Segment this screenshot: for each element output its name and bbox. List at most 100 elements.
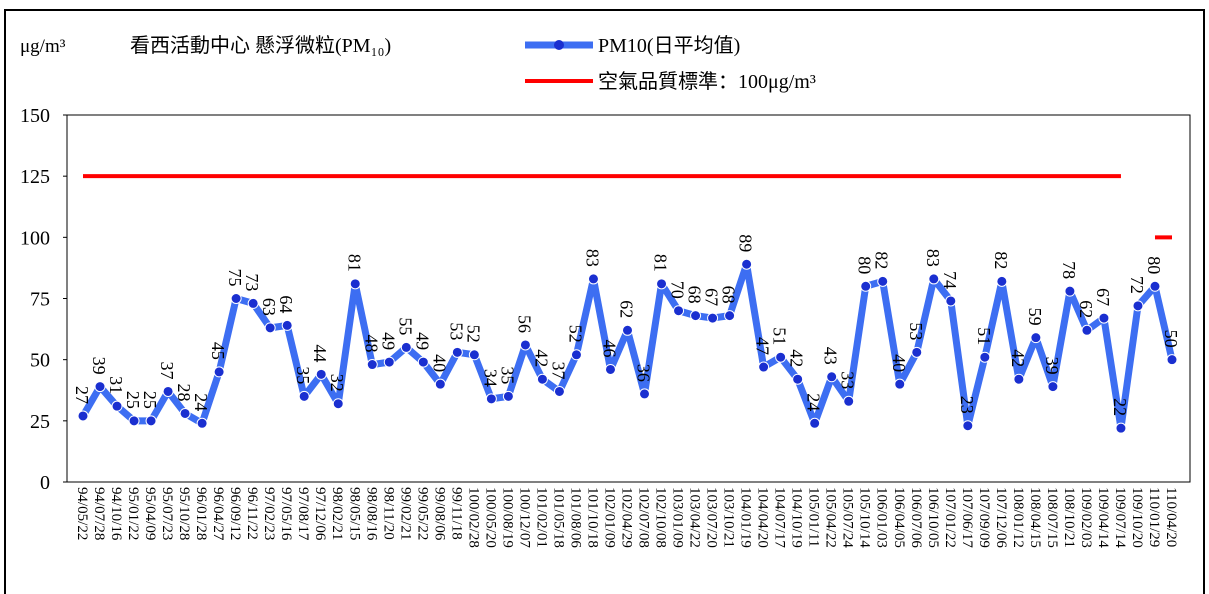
data-label: 43: [821, 347, 841, 365]
point: [945, 295, 957, 307]
x-tick-label: 109/07/14: [1112, 487, 1128, 548]
point: [775, 351, 787, 363]
x-tick-label: 106/04/05: [891, 487, 907, 548]
point: [536, 373, 548, 385]
legend-label: PM10(日平均值): [598, 34, 740, 57]
x-tick-label: 110/01/29: [1146, 487, 1162, 547]
data-label: 31: [106, 376, 126, 394]
x-tick-label: 96/11/22: [244, 487, 260, 540]
data-label: 89: [736, 234, 756, 252]
data-label: 24: [191, 393, 211, 411]
data-label: 80: [1144, 256, 1164, 274]
x-tick-label: 105/10/14: [857, 487, 873, 548]
point: [928, 273, 940, 285]
point: [673, 305, 685, 317]
data-label: 51: [974, 327, 994, 345]
x-tick-label: 98/02/21: [329, 487, 345, 540]
data-label: 22: [1110, 398, 1130, 416]
x-tick-label: 96/04/27: [210, 487, 226, 541]
x-tick-label: 95/01/22: [125, 487, 141, 540]
data-label: 44: [310, 344, 330, 362]
x-tick-label: 107/09/09: [976, 487, 992, 548]
x-tick-label: 100/05/20: [482, 487, 498, 548]
legend-marker: [554, 40, 564, 50]
data-label: 81: [651, 254, 671, 272]
point: [451, 346, 463, 358]
data-label: 83: [923, 249, 943, 267]
data-label: 56: [514, 315, 534, 333]
data-label: 78: [1059, 261, 1079, 279]
point: [1064, 285, 1076, 297]
x-tick-label: 99/08/06: [431, 487, 447, 541]
point: [179, 407, 191, 419]
data-label: 75: [225, 269, 245, 287]
x-tick-label: 94/10/16: [108, 487, 124, 541]
x-tick-label: 104/01/19: [738, 487, 754, 548]
point: [792, 373, 804, 385]
point: [366, 359, 378, 371]
data-label: 45: [208, 342, 228, 360]
point: [911, 346, 923, 358]
point: [724, 310, 736, 322]
x-tick-label: 99/05/22: [414, 487, 430, 540]
x-tick-label: 103/10/21: [721, 487, 737, 548]
data-label: 39: [1042, 357, 1062, 375]
point: [281, 319, 293, 331]
point: [1115, 422, 1127, 434]
x-tick-label: 95/10/28: [176, 487, 192, 540]
data-label: 27: [72, 386, 92, 404]
x-tick-label: 97/12/06: [312, 487, 328, 541]
data-label: 67: [702, 288, 722, 306]
y-tick-label: 75: [30, 289, 50, 311]
point: [1030, 332, 1042, 344]
data-label: 70: [668, 281, 688, 299]
point: [1013, 373, 1025, 385]
data-label: 63: [259, 298, 279, 316]
x-tick-label: 102/04/29: [619, 487, 635, 548]
x-tick-label: 98/08/16: [363, 487, 379, 541]
x-tick-label: 96/01/28: [193, 487, 209, 540]
point: [264, 322, 276, 334]
point: [979, 351, 991, 363]
point: [1047, 381, 1059, 393]
x-tick-label: 102/07/08: [636, 487, 652, 548]
data-label: 47: [753, 337, 773, 355]
x-tick-label: 97/02/23: [261, 487, 277, 540]
data-label: 52: [463, 325, 483, 343]
x-tick-label: 101/05/18: [550, 487, 566, 548]
point: [553, 385, 565, 397]
point: [996, 275, 1008, 287]
x-tick-label: 105/04/22: [823, 487, 839, 548]
x-tick-label: 105/07/24: [840, 487, 856, 548]
data-label: 82: [991, 251, 1011, 269]
data-label: 33: [838, 371, 858, 389]
x-tick-label: 107/12/06: [993, 487, 1009, 548]
y-tick-label: 150: [20, 105, 50, 127]
x-tick-label: 98/05/15: [346, 487, 362, 540]
data-label: 35: [293, 366, 313, 384]
data-label: 53: [446, 322, 466, 340]
x-tick-label: 108/01/12: [1010, 487, 1026, 548]
point: [349, 278, 361, 290]
x-tick-label: 103/04/22: [687, 487, 703, 548]
x-tick-label: 108/10/21: [1061, 487, 1077, 548]
data-label: 42: [1008, 349, 1028, 367]
x-tick-label: 97/08/17: [295, 487, 311, 541]
data-label: 39: [89, 357, 109, 375]
x-tick-label: 109/02/03: [1078, 487, 1094, 548]
point: [400, 341, 412, 353]
point: [1166, 354, 1178, 366]
y-tick-label: 125: [20, 166, 50, 188]
point: [843, 395, 855, 407]
x-tick-label: 107/01/22: [942, 487, 958, 548]
data-label: 55: [395, 317, 415, 335]
data-label: 32: [327, 374, 347, 392]
data-label: 37: [157, 361, 177, 379]
data-label: 36: [634, 364, 654, 382]
data-label: 24: [804, 393, 824, 411]
data-label: 23: [957, 396, 977, 414]
x-tick-label: 95/04/09: [142, 487, 158, 540]
data-label: 67: [1093, 288, 1113, 306]
point: [162, 385, 174, 397]
point: [298, 390, 310, 402]
